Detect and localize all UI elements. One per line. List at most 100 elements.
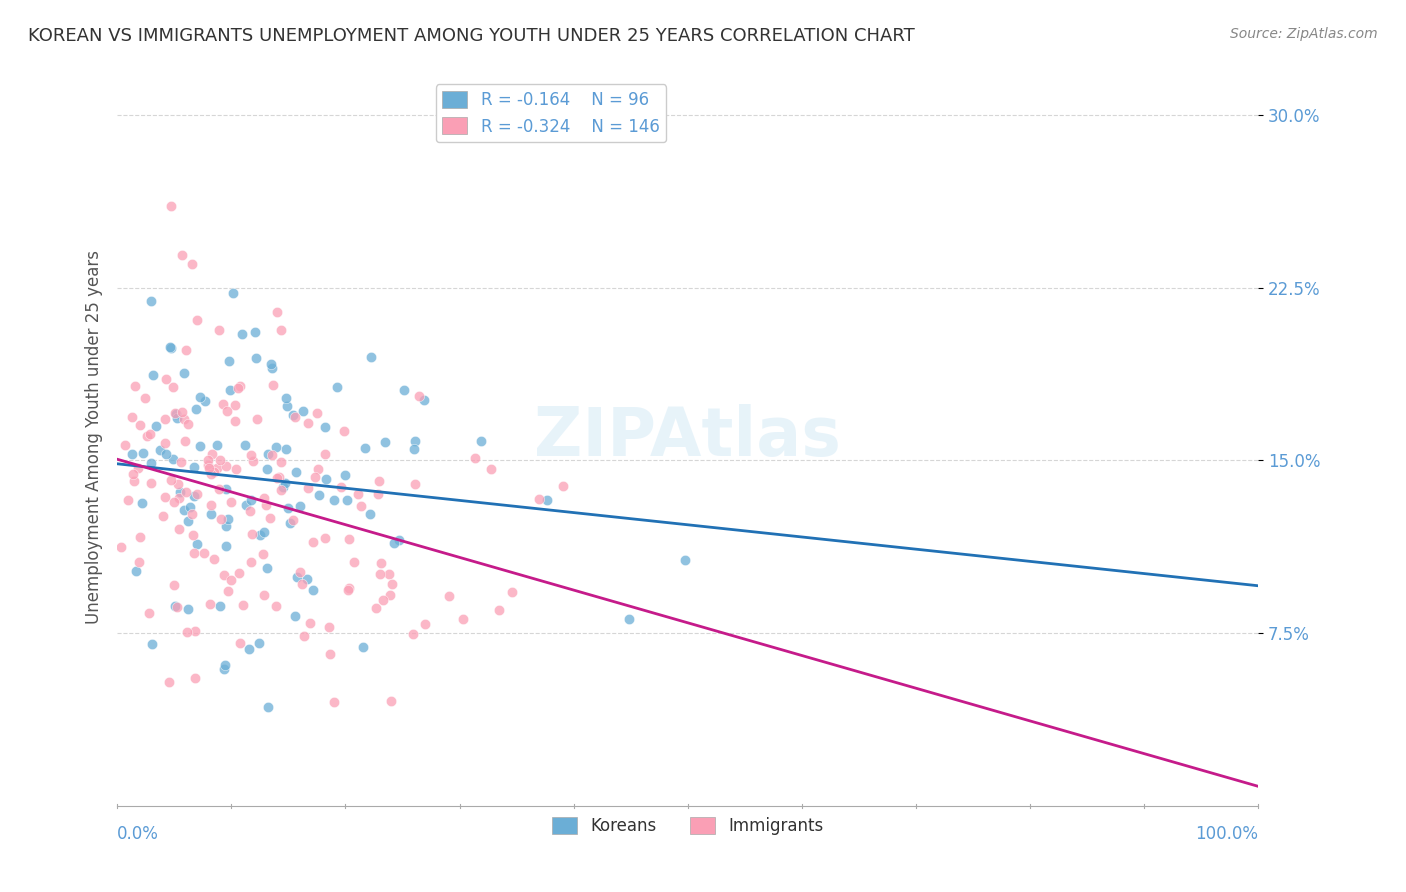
Point [184, 671, 207, 685]
Point [208, 599, 231, 614]
Point [253, 588, 276, 602]
Point [200, 467, 222, 482]
Point [264, 599, 287, 614]
Point [364, 600, 387, 615]
Point [314, 531, 336, 545]
Point [125, 564, 148, 578]
Point [337, 532, 360, 546]
Point [176, 625, 198, 640]
Point [215, 403, 238, 417]
Point [162, 452, 184, 467]
Point [200, 498, 222, 512]
Point [179, 500, 201, 514]
Point [122, 474, 145, 488]
Point [260, 358, 283, 372]
Point [170, 455, 193, 469]
Point [117, 493, 139, 508]
Point [233, 438, 256, 452]
Point [350, 499, 373, 513]
Point [139, 426, 162, 441]
Point [323, 492, 346, 507]
Point [207, 438, 229, 452]
Point [166, 600, 188, 615]
Point [149, 443, 172, 458]
Point [302, 582, 325, 597]
Point [177, 514, 200, 528]
Point [404, 477, 426, 491]
Point [193, 546, 215, 560]
Point [314, 419, 336, 434]
Point [218, 383, 240, 397]
Point [211, 397, 233, 411]
Point [252, 547, 274, 561]
Point [256, 561, 278, 575]
Point [197, 461, 219, 475]
Point [415, 617, 437, 632]
Point [264, 440, 287, 454]
Point [464, 451, 486, 466]
Point [302, 534, 325, 549]
Point [209, 512, 232, 526]
Point [162, 380, 184, 394]
Point [129, 530, 152, 544]
Point [470, 434, 492, 449]
Point [214, 657, 236, 672]
Point [186, 487, 208, 501]
Point [224, 398, 246, 412]
Point [183, 489, 205, 503]
Point [139, 294, 162, 309]
Point [110, 540, 132, 554]
Point [215, 459, 238, 474]
Point [337, 582, 360, 596]
Point [335, 467, 357, 482]
Point [155, 490, 177, 504]
Point [114, 437, 136, 451]
Point [128, 418, 150, 433]
Point [501, 584, 523, 599]
Point [370, 556, 392, 570]
Point [163, 577, 186, 591]
Text: ZIPAtlas: ZIPAtlas [534, 404, 841, 470]
Point [256, 462, 278, 476]
Point [181, 528, 204, 542]
Point [186, 313, 208, 327]
Point [253, 524, 276, 539]
Point [181, 507, 204, 521]
Point [299, 616, 322, 631]
Point [214, 539, 236, 553]
Point [184, 624, 207, 639]
Point [343, 555, 366, 569]
Point [336, 493, 359, 508]
Point [167, 522, 190, 536]
Point [197, 453, 219, 467]
Point [197, 458, 219, 472]
Point [284, 409, 307, 424]
Point [378, 588, 401, 602]
Point [226, 381, 249, 395]
Text: Source: ZipAtlas.com: Source: ZipAtlas.com [1230, 27, 1378, 41]
Point [277, 500, 299, 515]
Point [238, 641, 260, 656]
Point [239, 555, 262, 569]
Point [259, 511, 281, 525]
Point [404, 434, 426, 448]
Point [245, 351, 267, 365]
Point [228, 566, 250, 580]
Point [208, 453, 231, 467]
Point [159, 340, 181, 354]
Point [479, 462, 502, 476]
Point [392, 383, 415, 397]
Point [174, 343, 197, 358]
Point [141, 636, 163, 650]
Point [169, 484, 191, 499]
Point [262, 448, 284, 462]
Point [222, 286, 245, 301]
Point [194, 393, 217, 408]
Point [271, 480, 294, 494]
Point [173, 502, 195, 516]
Point [212, 662, 235, 676]
Point [333, 424, 356, 438]
Point [329, 480, 352, 494]
Point [136, 428, 159, 442]
Point [219, 495, 242, 509]
